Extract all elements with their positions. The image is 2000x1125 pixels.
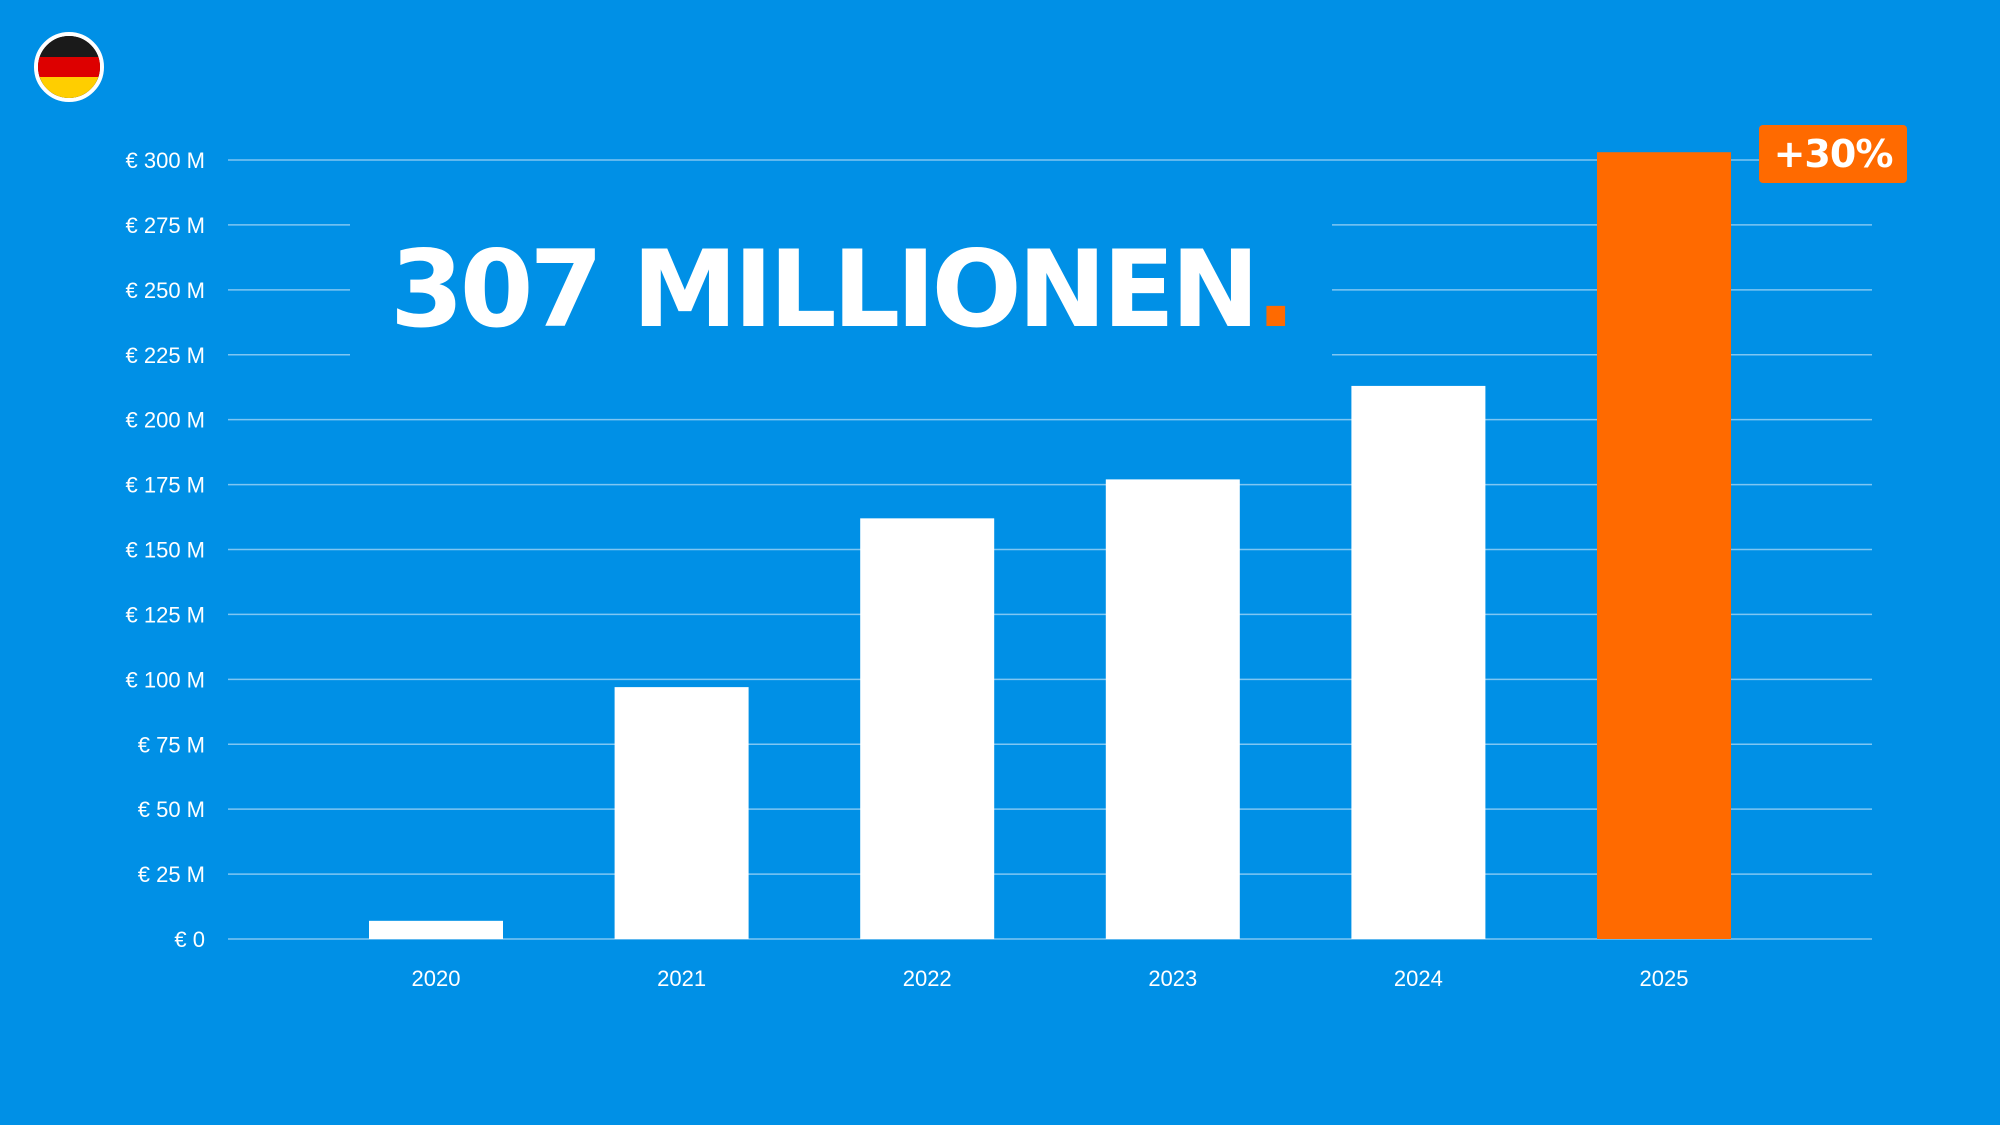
- x-tick-label: 2024: [1394, 966, 1443, 991]
- flag-band-gold: [38, 77, 100, 98]
- x-tick-label: 2025: [1640, 966, 1689, 991]
- y-tick-label: € 50 M: [138, 797, 205, 822]
- bar-2023: [1105, 479, 1240, 939]
- bar-2022: [860, 518, 995, 939]
- y-tick-label: € 300 M: [126, 148, 206, 173]
- bars: [369, 152, 1731, 939]
- y-tick-label: € 275 M: [126, 213, 206, 238]
- y-tick-label: € 225 M: [126, 343, 206, 368]
- y-tick-label: € 100 M: [126, 667, 206, 692]
- bar-2024: [1351, 385, 1486, 939]
- growth-badge: +30%: [1759, 125, 1907, 183]
- headline-text: 307 MILLIONEN: [390, 228, 1260, 351]
- x-axis-ticks: 2020 2021 2022 2023 2024 2025: [412, 966, 1689, 991]
- x-tick-label: 2023: [1148, 966, 1197, 991]
- bar-2020: [369, 920, 503, 939]
- flag-band-red: [38, 56, 100, 78]
- headline: 307 MILLIONEN.: [350, 200, 1332, 380]
- y-axis-ticks: € 0 € 25 M € 50 M € 75 M € 100 M € 125 M € 150…: [126, 148, 206, 952]
- y-tick-label: € 150 M: [126, 538, 206, 563]
- y-tick-label: € 125 M: [126, 602, 206, 627]
- x-tick-label: 2020: [412, 966, 461, 991]
- y-tick-label: € 175 M: [126, 473, 206, 498]
- flag-band-black: [38, 36, 100, 57]
- germany-flag-icon: [34, 32, 104, 102]
- y-tick-label: € 250 M: [126, 278, 206, 303]
- headline-dot: .: [1255, 228, 1296, 351]
- bar-2025: [1597, 152, 1731, 939]
- x-tick-label: 2021: [657, 966, 706, 991]
- y-tick-label: € 25 M: [138, 862, 205, 887]
- y-tick-label: € 75 M: [138, 732, 205, 757]
- y-tick-label: € 200 M: [126, 408, 206, 433]
- x-tick-label: 2022: [903, 966, 952, 991]
- y-tick-label: € 0: [174, 927, 205, 952]
- bar-2021: [614, 687, 749, 939]
